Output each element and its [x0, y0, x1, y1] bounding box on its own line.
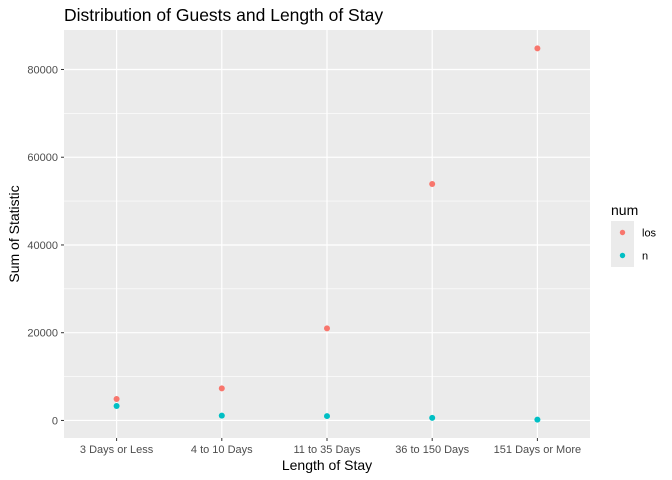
legend-key-n	[619, 252, 626, 259]
y-axis: 0 20000 40000 60000 80000	[27, 64, 64, 427]
y-tick-label: 0	[52, 415, 58, 427]
legend-label-los: los	[642, 228, 657, 240]
x-tick-label: 151 Days or More	[494, 444, 581, 456]
legend-key-los	[619, 229, 626, 236]
data-point-los	[534, 45, 541, 52]
x-tick-label: 4 to 10 Days	[191, 444, 253, 456]
grid-layer	[64, 30, 590, 438]
legend-title: num	[611, 202, 638, 218]
x-tick-label: 11 to 35 Days	[293, 444, 361, 456]
y-tick-label: 40000	[27, 240, 58, 252]
y-tick-label: 20000	[27, 328, 58, 340]
data-point-n	[429, 414, 436, 421]
y-tick-label: 60000	[27, 152, 58, 164]
y-tick-label: 80000	[27, 64, 58, 76]
data-point-los	[218, 385, 225, 392]
x-tick-label: 36 to 150 Days	[395, 444, 469, 456]
data-point-los	[324, 325, 330, 332]
point-layer	[113, 45, 541, 423]
x-axis-title: Length of Stay	[282, 457, 372, 473]
data-point-n	[218, 412, 225, 419]
legend-label-n: n	[642, 251, 648, 263]
data-point-los	[113, 395, 120, 402]
data-point-n	[324, 413, 330, 420]
legend: num los n	[611, 202, 657, 267]
x-axis: 3 Days or Less 4 to 10 Days 11 to 35 Days 3…	[80, 438, 581, 456]
data-point-n	[534, 416, 541, 423]
data-point-los	[429, 180, 436, 187]
data-point-n	[113, 402, 120, 409]
x-tick-label: 3 Days or Less	[80, 444, 154, 456]
y-axis-title: Sum of Statistic	[6, 185, 22, 282]
chart-title: Distribution of Guests and Length of Sta…	[64, 5, 383, 25]
